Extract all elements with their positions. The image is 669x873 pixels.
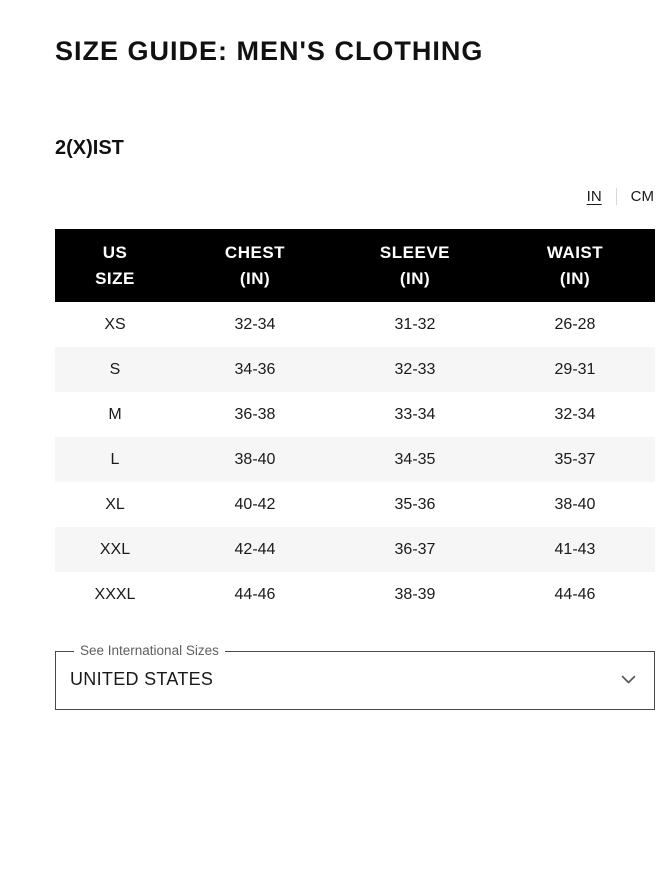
cell-waist: 35-37 — [554, 450, 596, 468]
cell-chest: 34-36 — [234, 360, 276, 378]
cell-waist: 44-46 — [554, 585, 596, 603]
size-guide-page: SIZE GUIDE: MEN'S CLOTHING 2(X)IST IN CM… — [55, 36, 655, 710]
cell-us-size: XL — [105, 495, 125, 513]
column-header-sleeve: SLEEVE (IN) — [334, 229, 495, 302]
international-sizes-select[interactable]: UNITED STATES — [70, 661, 640, 697]
international-sizes-label: See International Sizes — [80, 643, 219, 658]
cell-chest: 40-42 — [234, 495, 276, 513]
table-row-xxl: XXL 42-44 36-37 41-43 — [55, 527, 655, 572]
column-header-us-size: US SIZE — [55, 229, 175, 302]
chevron-down-icon — [621, 675, 636, 684]
cell-chest: 38-40 — [234, 450, 276, 468]
brand-name: 2(X)IST — [55, 137, 124, 159]
cell-sleeve: 33-34 — [394, 405, 436, 423]
cell-waist: 29-31 — [554, 360, 596, 378]
table-row-m: M 36-38 33-34 32-34 — [55, 392, 655, 437]
cell-sleeve: 36-37 — [394, 540, 436, 558]
cell-sleeve: 38-39 — [394, 585, 436, 603]
table-row-l: L 38-40 34-35 35-37 — [55, 437, 655, 482]
unit-toggle-divider — [615, 188, 617, 205]
unit-toggle: IN CM — [55, 186, 655, 207]
cell-waist: 41-43 — [554, 540, 596, 558]
cell-chest: 32-34 — [234, 315, 276, 333]
table-row-xxxl: XXXL 44-46 38-39 44-46 — [55, 572, 655, 617]
table-row-xl: XL 40-42 35-36 38-40 — [55, 482, 655, 527]
cell-chest: 44-46 — [234, 585, 276, 603]
cell-chest: 36-38 — [234, 405, 276, 423]
selected-country: UNITED STATES — [70, 668, 214, 689]
international-sizes-fieldset: See International Sizes UNITED STATES — [55, 643, 655, 710]
cell-sleeve: 32-33 — [394, 360, 436, 378]
column-header-waist: WAIST (IN) — [494, 229, 655, 302]
cell-us-size: XS — [104, 315, 126, 333]
cell-chest: 42-44 — [234, 540, 276, 558]
cell-us-size: M — [108, 405, 122, 423]
page-title: SIZE GUIDE: MEN'S CLOTHING — [55, 36, 484, 66]
table-row-xs: XS 32-34 31-32 26-28 — [55, 302, 655, 347]
cell-sleeve: 34-35 — [394, 450, 436, 468]
cell-us-size: XXXL — [94, 585, 136, 603]
cell-sleeve: 35-36 — [394, 495, 436, 513]
unit-cm-button[interactable]: CM — [630, 188, 654, 205]
unit-in-button[interactable]: IN — [586, 188, 602, 205]
cell-waist: 32-34 — [554, 405, 596, 423]
cell-waist: 26-28 — [554, 315, 596, 333]
column-header-chest: CHEST (IN) — [175, 229, 335, 302]
cell-waist: 38-40 — [554, 495, 596, 513]
size-table: US SIZE CHEST (IN) SLEEVE (IN) WAIST (IN… — [55, 229, 655, 617]
cell-us-size: L — [110, 450, 120, 468]
cell-us-size: XXL — [99, 540, 131, 558]
cell-sleeve: 31-32 — [394, 315, 436, 333]
size-table-header-row: US SIZE CHEST (IN) SLEEVE (IN) WAIST (IN… — [55, 229, 655, 302]
cell-us-size: S — [109, 360, 121, 378]
table-row-s: S 34-36 32-33 29-31 — [55, 347, 655, 392]
